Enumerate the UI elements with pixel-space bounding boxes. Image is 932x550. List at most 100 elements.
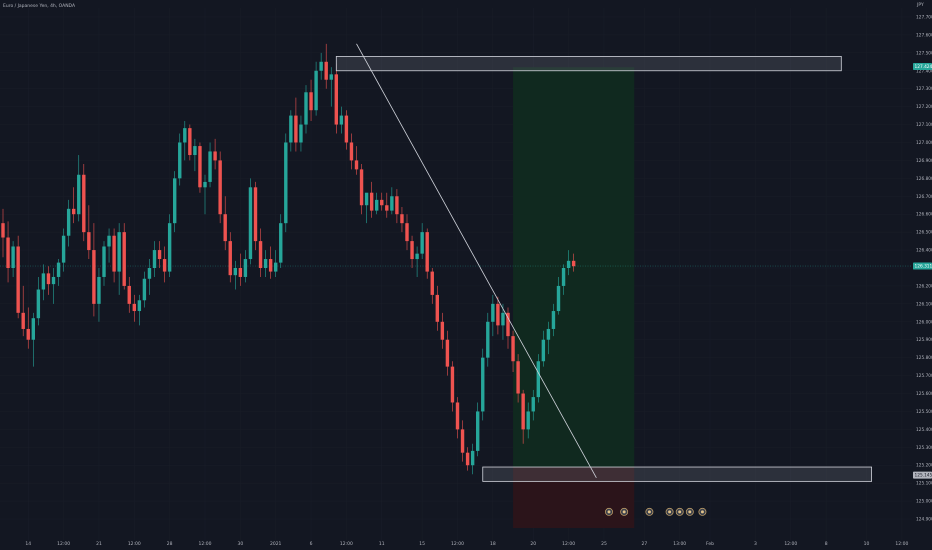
candle-body <box>354 160 359 170</box>
candle-body <box>233 268 237 276</box>
candle-body <box>152 250 157 268</box>
candle-body <box>309 92 313 111</box>
candle-body <box>314 70 318 111</box>
candle-body <box>218 160 222 215</box>
x-tick-label: 12:00 <box>562 541 575 547</box>
price-label-text: 125.145 <box>915 473 932 479</box>
x-tick-label: 12:00 <box>895 541 908 547</box>
candle-body <box>167 223 172 272</box>
x-tick-label: 10 <box>864 541 870 547</box>
candle-body <box>193 146 197 156</box>
candle-body <box>349 142 354 161</box>
y-tick-label: 126.800 <box>916 176 932 182</box>
candle-body <box>556 285 561 312</box>
candle-body <box>41 273 46 290</box>
x-tick-label: 15 <box>419 541 425 547</box>
candle-body <box>157 250 162 260</box>
candle-body <box>198 146 202 188</box>
candle-body <box>319 61 323 71</box>
y-tick-label: 127.000 <box>916 140 932 146</box>
candle-body <box>61 235 66 263</box>
candle-body <box>173 178 177 224</box>
candle-body <box>415 253 419 260</box>
x-tick-label: 2021 <box>270 541 282 547</box>
candle-body <box>178 142 182 179</box>
candle-body <box>440 321 445 340</box>
candle-body <box>112 235 116 272</box>
level-rectangles <box>335 56 873 482</box>
support-zone <box>482 466 873 482</box>
price-label-box <box>913 62 932 70</box>
candle-body <box>51 276 56 285</box>
candle-body <box>339 115 344 125</box>
candle-body <box>21 312 25 329</box>
y-tick-label: 127.600 <box>916 32 932 38</box>
candle-body <box>253 187 258 242</box>
y-tick-label: 126.100 <box>916 301 932 307</box>
candle-body <box>243 259 248 277</box>
time-axis[interactable]: 14 12:00 21 12:00 28 12:00 30 2021 6 12:00 11 15 12:… <box>25 541 908 547</box>
candle-body <box>324 61 328 80</box>
y-tick-label: 125.800 <box>916 355 932 361</box>
position-zones <box>0 67 912 528</box>
candle-body <box>72 208 76 215</box>
candle-body <box>476 411 480 451</box>
y-tick-label: 126.000 <box>916 319 932 325</box>
y-tick-label: 127.200 <box>916 104 932 110</box>
candle-body <box>248 187 253 260</box>
x-tick-label: 13:00 <box>673 541 686 547</box>
price-label-box <box>913 471 932 479</box>
x-tick-label: 12:00 <box>57 541 70 547</box>
candle-body <box>526 411 530 430</box>
y-tick-label: 125.100 <box>916 481 932 487</box>
y-tick-label: 125.000 <box>916 499 932 505</box>
candle-body <box>213 151 217 161</box>
candle-body <box>36 289 41 319</box>
y-tick-label: 127.400 <box>916 68 932 74</box>
y-tick-label: 124.900 <box>916 517 932 523</box>
candle-body <box>97 276 101 304</box>
candle-body <box>238 268 243 277</box>
candle-body <box>516 361 520 394</box>
candle-body <box>274 262 278 272</box>
x-tick-label: 11 <box>379 541 385 547</box>
candles <box>1 43 576 475</box>
x-tick-label: 20 <box>530 541 536 547</box>
candle-body <box>117 232 121 272</box>
y-tick-label: 126.400 <box>916 248 932 254</box>
event-icon-dot <box>607 510 611 514</box>
candle-body <box>11 246 15 268</box>
y-tick-label: 127.500 <box>916 50 932 56</box>
y-tick-label: 127.700 <box>916 14 932 20</box>
price-axis[interactable]: 127.700 127.600 127.500 127.400 127.300 127.2… <box>916 14 932 522</box>
trendline-layer <box>356 43 597 478</box>
candle-body <box>46 273 51 285</box>
candle-body <box>107 235 111 247</box>
candle-body <box>77 174 81 215</box>
candle-body <box>258 241 263 268</box>
candle-body <box>263 259 268 268</box>
x-tick-label: 6 <box>310 541 313 547</box>
event-icon-dot <box>700 510 704 514</box>
candle-body <box>465 452 470 466</box>
y-tick-label: 126.700 <box>916 194 932 200</box>
candle-body <box>82 174 86 233</box>
candle-body <box>536 361 540 398</box>
x-tick-label: 12:00 <box>340 541 353 547</box>
candle-body <box>344 115 349 143</box>
candle-body <box>390 196 394 211</box>
candle-body <box>294 115 298 143</box>
candle-body <box>228 241 232 276</box>
candle-body <box>188 128 192 156</box>
candle-body <box>506 312 510 337</box>
candle-body <box>531 397 535 412</box>
price-label-text: 127.424 <box>915 64 932 70</box>
candle-body <box>445 339 450 367</box>
y-tick-label: 126.600 <box>916 212 932 218</box>
x-tick-label: 21 <box>96 541 102 547</box>
y-tick-label: 125.500 <box>916 409 932 415</box>
candle-body <box>127 285 131 304</box>
loss-zone <box>513 467 635 528</box>
candle-body <box>92 250 96 304</box>
candle-body <box>329 74 333 80</box>
